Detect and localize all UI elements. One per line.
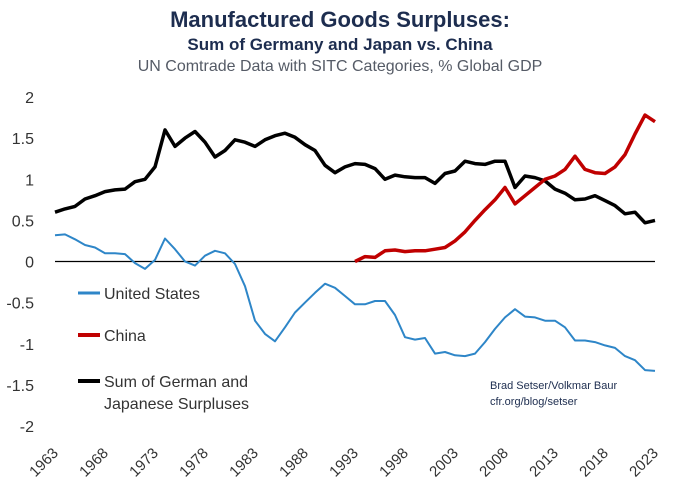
title-block: Manufactured Goods Surpluses: Sum of Ger… bbox=[0, 6, 680, 78]
chart-title: Manufactured Goods Surpluses: bbox=[170, 7, 510, 32]
legend: United States China Sum of German and Ja… bbox=[78, 286, 249, 413]
legend-label-china: China bbox=[104, 328, 146, 345]
chart-subtitle-source: UN Comtrade Data with SITC Categories, %… bbox=[137, 58, 543, 75]
series-lines bbox=[54, 113, 656, 372]
x-tick-label: 2018 bbox=[576, 445, 612, 481]
y-tick-label: 2 bbox=[25, 90, 34, 107]
y-tick-label: 1 bbox=[25, 172, 34, 189]
y-tick-label: 0 bbox=[25, 255, 34, 272]
x-tick-label: 2023 bbox=[626, 445, 662, 481]
legend-label-gj-line1: Sum of German and bbox=[104, 374, 248, 391]
y-tick-label: -2 bbox=[20, 419, 34, 436]
y-tick-label: 0.5 bbox=[12, 213, 34, 230]
x-tick-label: 1993 bbox=[326, 445, 362, 481]
x-tick-label: 1978 bbox=[176, 445, 212, 481]
series-line-gj bbox=[54, 128, 656, 225]
legend-label-gj-line2: Japanese Surpluses bbox=[104, 396, 249, 413]
source-line-2: cfr.org/blog/setser bbox=[490, 396, 578, 408]
x-tick-label: 1973 bbox=[126, 445, 162, 481]
source-line-1: Brad Setser/Volkmar Baur bbox=[490, 380, 618, 392]
source-note: Brad Setser/Volkmar Baur cfr.org/blog/se… bbox=[490, 380, 618, 408]
x-tick-label: 2003 bbox=[426, 445, 462, 481]
x-tick-label: 1963 bbox=[26, 445, 62, 481]
legend-label-us: United States bbox=[104, 286, 200, 303]
x-tick-label: 1968 bbox=[76, 445, 112, 481]
y-tick-label: 1.5 bbox=[12, 131, 34, 148]
y-tick-label: -1 bbox=[20, 337, 34, 354]
y-axis: 2 1.5 1 0.5 0 -0.5 -1 -1.5 -2 bbox=[6, 90, 34, 436]
series-line-china bbox=[354, 113, 656, 264]
chart-subtitle: Sum of Germany and Japan vs. China bbox=[187, 35, 493, 54]
x-axis: 1963 1968 1973 1978 1983 1988 1993 1998 2003 2008… bbox=[26, 445, 662, 481]
y-tick-label: -0.5 bbox=[6, 296, 34, 313]
x-tick-label: 1988 bbox=[276, 445, 312, 481]
x-tick-label: 2008 bbox=[476, 445, 512, 481]
x-tick-label: 1998 bbox=[376, 445, 412, 481]
y-tick-label: -1.5 bbox=[6, 378, 34, 395]
x-tick-label: 2013 bbox=[526, 445, 562, 481]
x-tick-label: 1983 bbox=[226, 445, 262, 481]
series-line-us bbox=[54, 233, 656, 372]
